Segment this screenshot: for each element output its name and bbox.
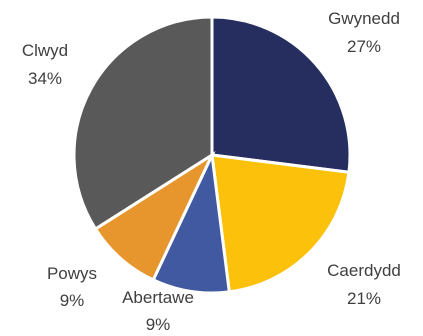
slice-label-caerdydd-value: 21% bbox=[347, 289, 381, 308]
slice-label-gwynedd-name: Gwynedd bbox=[328, 9, 400, 28]
pie-slice-clwyd bbox=[72, 15, 214, 232]
slice-label-powys-name: Powys bbox=[47, 264, 97, 283]
pie-slice-gwynedd bbox=[210, 15, 352, 174]
slice-label-clwyd-value: 34% bbox=[28, 69, 62, 88]
pie-slice-caerdydd bbox=[210, 153, 351, 294]
slice-label-caerdydd-name: Caerdydd bbox=[327, 261, 401, 280]
slice-label-clwyd-name: Clwyd bbox=[22, 41, 68, 60]
pie-slices bbox=[72, 15, 352, 295]
slice-label-abertawe-value: 9% bbox=[146, 315, 171, 334]
slice-label-powys-value: 9% bbox=[60, 291, 85, 310]
slice-label-abertawe-name: Abertawe bbox=[122, 288, 194, 307]
slice-label-gwynedd-value: 27% bbox=[347, 37, 381, 56]
